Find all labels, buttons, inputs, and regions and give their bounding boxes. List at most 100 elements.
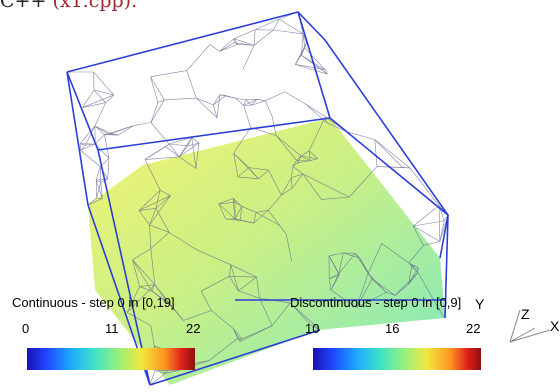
mesh-edge (183, 310, 212, 321)
mesh-edge (168, 137, 192, 145)
mesh-edge (94, 102, 106, 127)
mesh-edge (321, 196, 350, 200)
mesh-edge (292, 165, 304, 175)
mesh-edge (291, 177, 293, 189)
mesh-edge (243, 105, 252, 128)
mesh-edge (213, 95, 226, 106)
mesh-edge (325, 116, 327, 123)
mesh-edge (412, 225, 424, 246)
mesh-edge (409, 167, 440, 206)
mesh-edge (251, 99, 258, 106)
mesh-edge (308, 116, 326, 151)
mesh-edge (187, 142, 199, 147)
mesh-edge (93, 71, 114, 96)
mesh-edge (229, 276, 239, 291)
mesh-edge (310, 324, 321, 331)
mesh-edge (374, 139, 403, 168)
mesh-edge (297, 155, 302, 163)
mesh-edge (305, 104, 326, 117)
colorbar-continuous-title: Continuous - step 0 in [0,19] (12, 295, 175, 310)
mesh-edge (253, 212, 257, 224)
mesh-edge (193, 360, 210, 364)
mesh-edge (273, 19, 280, 31)
mesh-edge (302, 173, 350, 198)
axis-label-y: Y (475, 296, 485, 312)
mesh-edge (285, 234, 292, 262)
mesh-edge (413, 225, 441, 242)
mesh-edge (417, 272, 442, 314)
mesh-edge (87, 197, 97, 206)
mesh-edge (394, 272, 419, 296)
mesh-edge (186, 44, 211, 71)
mesh-edge (295, 55, 302, 65)
mesh-edge (164, 97, 197, 101)
mesh-edge (104, 133, 112, 135)
mesh-edge (304, 47, 326, 71)
mesh-edge (253, 29, 274, 46)
mesh-edge (95, 143, 110, 159)
colorbar-discontinuous-tick-max: 22 (466, 321, 481, 336)
mesh-edge (328, 255, 340, 276)
mesh-edge (191, 137, 197, 169)
mesh-edge (196, 97, 214, 106)
mesh-edge (237, 167, 250, 178)
mesh-edge (178, 137, 193, 157)
mesh-edge (138, 189, 161, 211)
mesh-edge (100, 182, 103, 199)
mesh-edge (374, 139, 378, 167)
mesh-edge (132, 259, 153, 292)
mesh-edge (178, 156, 197, 169)
source-file-link[interactable]: (x1.cpp). (52, 0, 138, 12)
mesh-edge (243, 99, 258, 106)
mesh-edge (169, 143, 188, 147)
mesh-edge (87, 198, 103, 206)
mesh-edge (235, 98, 244, 106)
axis-triad-icon (509, 309, 551, 343)
mesh-edge (408, 262, 419, 268)
mesh-edge (264, 100, 273, 117)
mesh-edge (238, 276, 257, 292)
mesh-edge (79, 125, 96, 144)
mesh-edge (237, 337, 242, 340)
mesh-edge (219, 94, 226, 96)
mesh-edge (302, 173, 322, 200)
mesh-edge (268, 170, 282, 196)
mesh-edge (150, 76, 159, 103)
mesh-edge (149, 224, 152, 249)
mesh-edge (243, 99, 247, 106)
mesh-edge (241, 325, 273, 340)
mesh-edge (126, 284, 156, 313)
mesh-edge (213, 94, 221, 106)
mesh-edge (209, 44, 220, 52)
mesh-edge (233, 328, 243, 340)
mesh-edge (213, 104, 218, 118)
mesh-edge (82, 89, 95, 108)
colorbar-continuous-tick-max: 22 (186, 321, 201, 336)
mesh-edge (238, 290, 260, 299)
mesh-edge (105, 94, 114, 103)
mesh-edge (80, 149, 101, 167)
mesh-edge (154, 284, 168, 302)
mesh-edge (138, 210, 150, 226)
mesh-edge (144, 143, 170, 160)
mesh-edge (150, 76, 165, 101)
mesh-edge (291, 173, 304, 178)
mesh-edge (154, 370, 166, 374)
mesh-edge (201, 276, 230, 292)
mesh-edge (253, 210, 269, 224)
mesh-edge (126, 286, 140, 313)
mesh-edge (271, 302, 291, 326)
mesh-edge (328, 252, 344, 257)
mesh-edge (149, 208, 157, 226)
mesh-edge (218, 203, 226, 220)
mesh-edge (281, 177, 292, 196)
mesh-edge (132, 259, 156, 285)
mesh-edge (94, 125, 112, 134)
mesh-edge (150, 248, 156, 285)
mesh-edge (117, 125, 134, 136)
mesh-edge (374, 139, 411, 169)
mesh-edge (211, 310, 234, 329)
mesh-edge (438, 205, 441, 242)
colorbar-continuous-tick-min: 0 (22, 321, 30, 336)
mesh-edge (232, 198, 236, 219)
